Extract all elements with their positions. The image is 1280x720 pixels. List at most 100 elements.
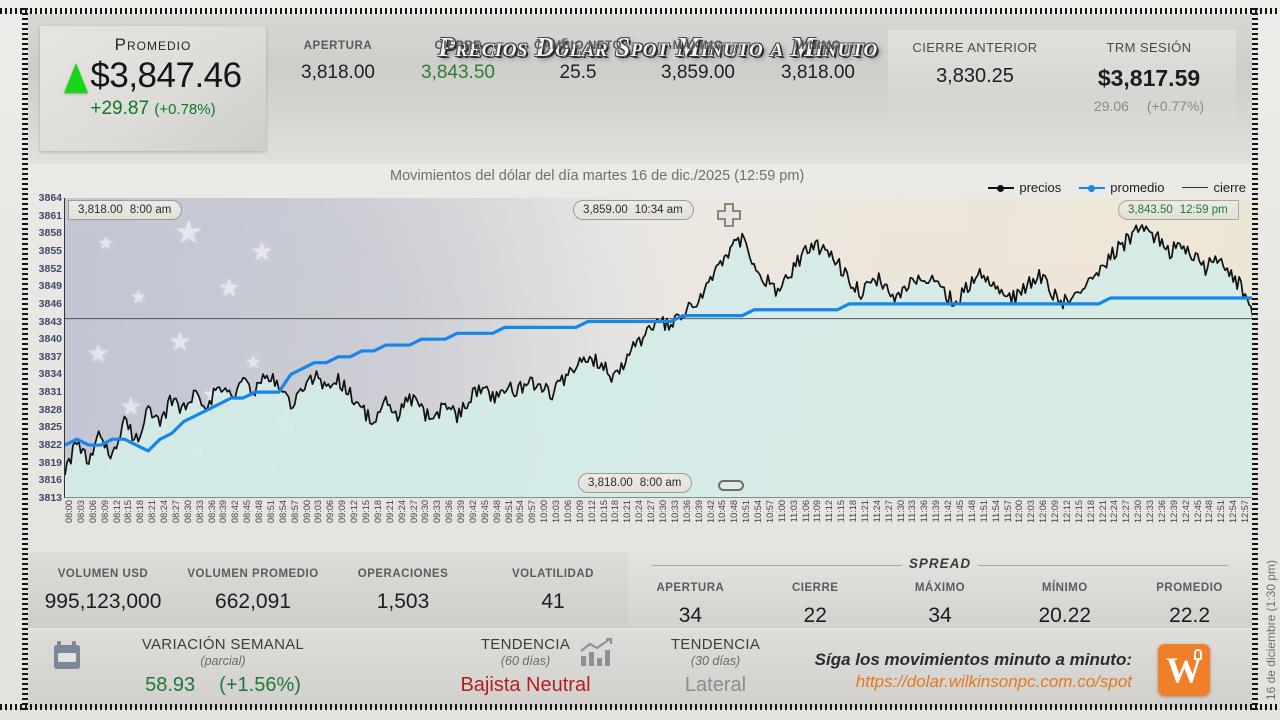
tendencia30-label: TENDENCIA xyxy=(670,636,761,653)
header-stat-maximo: MÁXIMO 3,859.00 xyxy=(638,40,758,84)
variacion-label: VARIACIÓN SEMANAL xyxy=(141,636,305,653)
x-tick-label: 11:39 xyxy=(931,500,942,523)
filmstrip-right-border xyxy=(1252,8,1258,710)
chart-svg xyxy=(65,224,1252,497)
x-tick-label: 10:48 xyxy=(729,500,740,523)
x-tick-label: 09:39 xyxy=(456,500,467,523)
x-tick-label: 10:24 xyxy=(634,500,645,523)
x-tick-label: 11:36 xyxy=(919,500,930,523)
x-tick-label: 11:15 xyxy=(836,500,847,523)
star-watermark: ★ xyxy=(245,352,262,373)
stat-label: CIERRE xyxy=(434,40,482,52)
stat-label: MÁXIMO xyxy=(672,40,724,52)
stat-volumen-usd: VOLUMEN USD 995,123,000 xyxy=(28,568,178,628)
chart-caption: Movimientos del dólar del día martes 16 … xyxy=(390,168,805,184)
x-tick-label: 10:57 xyxy=(764,500,775,523)
x-tick-label: 09:51 xyxy=(503,500,514,523)
bottom-stats-panel: VOLUMEN USD 995,123,000 VOLUMEN PROMEDIO… xyxy=(28,552,1252,628)
x-tick-label: 10:30 xyxy=(658,500,668,523)
x-tick-label: 11:54 xyxy=(990,500,1001,523)
x-tick-label: 11:48 xyxy=(966,500,977,523)
callout-time: 8:00 am xyxy=(639,477,682,489)
x-tick-label: 09:21 xyxy=(384,500,395,523)
stat-volatilidad: VOLATILIDAD 41 xyxy=(478,568,628,628)
x-tick-label: 10:36 xyxy=(681,500,692,523)
y-tick-label: 3819 xyxy=(38,456,62,469)
legend-item-cierre: cierre xyxy=(1182,180,1246,195)
min-marker-icon xyxy=(718,480,744,491)
x-tick-label: 09:30 xyxy=(420,500,431,523)
legend-label: precios xyxy=(1019,180,1062,195)
y-tick-label: 3864 xyxy=(38,192,62,204)
header-stat-minimo: MÍNIMO 3,818.00 xyxy=(758,40,878,84)
callout-min: 3,818.00 8:00 am xyxy=(578,473,693,493)
y-tick-label: 3858 xyxy=(38,227,62,240)
tendencia60-value: Bajista Neutral xyxy=(460,674,591,696)
stat-value: 3,843.50 xyxy=(421,62,495,83)
spread-rule-right xyxy=(978,565,1228,566)
x-tick-label: 08:09 xyxy=(99,500,110,523)
stat-value: 995,123,000 xyxy=(44,590,162,613)
x-tick-label: 08:36 xyxy=(206,500,217,523)
header-stat-cambio-neto: CAMBIO NETO 25.5 xyxy=(518,40,638,84)
chart-x-axis: 08:00 08:03 08:06 08:09 08:12 08:15 08:18 08:21… xyxy=(64,500,1252,538)
chart-legend: precios promedio cierre xyxy=(988,180,1246,195)
callout-time: 12:59 pm xyxy=(1179,204,1228,216)
cierre-anterior-block: CIERRE ANTERIOR 3,830.25 xyxy=(888,30,1062,140)
x-tick-label: 12:03 xyxy=(1026,500,1037,523)
chart-container[interactable]: 3864 3861 3858 3855 3852 3849 3846 3843 3840 3837… xyxy=(28,190,1252,523)
stat-operaciones: OPERACIONES 1,503 xyxy=(328,568,478,628)
x-tick-label: 12:33 xyxy=(1145,500,1156,523)
y-tick-label: 3846 xyxy=(38,297,62,310)
x-tick-label: 11:09 xyxy=(812,500,823,523)
star-watermark: ★ xyxy=(168,327,192,356)
callout-price: 3,818.00 xyxy=(78,204,123,216)
trm-change-pct: (+0.77%) xyxy=(1146,98,1205,114)
x-tick-label: 12:09 xyxy=(1050,500,1061,523)
x-tick-label: 09:45 xyxy=(479,500,490,523)
x-tick-label: 11:30 xyxy=(895,500,906,523)
stat-value: 3,859.00 xyxy=(661,62,735,83)
callout-price: 3,859.00 xyxy=(583,204,628,216)
x-tick-label: 11:27 xyxy=(883,500,894,523)
y-tick-label: 3852 xyxy=(38,262,62,275)
legend-line-promedio-icon xyxy=(1079,185,1106,192)
x-tick-label: 10:21 xyxy=(622,500,633,523)
stat-value: 34 xyxy=(678,604,703,627)
calendar-icon xyxy=(54,641,80,669)
star-watermark: ★ xyxy=(130,286,147,307)
x-tick-label: 12:21 xyxy=(1097,500,1108,523)
x-tick-label: 09:57 xyxy=(527,500,538,523)
header-stat-cierre: CIERRE 3,843.50 xyxy=(398,40,518,84)
x-tick-label: 10:45 xyxy=(717,500,728,523)
legend-label: promedio xyxy=(1110,180,1165,195)
page-title: Precios Dólar Spot Minuto a Minuto xyxy=(438,32,878,62)
wilkinson-logo[interactable]: W xyxy=(1158,644,1210,696)
filmstrip-left-border xyxy=(22,8,28,710)
x-tick-label: 10:12 xyxy=(586,500,597,523)
x-tick-label: 12:51 xyxy=(1216,500,1227,523)
header-stats-row: APERTURA 3,818.00 CIERRE 3,843.50 CAMBIO… xyxy=(278,40,878,84)
footer-panel: VARIACIÓN SEMANAL (parcial) 58.93 (+1.56%… xyxy=(28,630,1252,708)
x-tick-label: 08:48 xyxy=(254,500,265,523)
x-tick-label: 11:03 xyxy=(788,500,799,523)
x-tick-label: 11:06 xyxy=(800,500,811,523)
legend-item-promedio: promedio xyxy=(1079,180,1164,195)
x-tick-label: 11:24 xyxy=(871,500,882,523)
stat-label: VOLUMEN PROMEDIO xyxy=(187,568,319,580)
x-tick-label: 08:42 xyxy=(230,500,241,523)
x-tick-label: 12:18 xyxy=(1085,500,1096,523)
chart-plot-area[interactable]: ★★★★★★★★★★★★★★★ xyxy=(64,198,1252,498)
promo-url[interactable]: https://dolar.wilkinsonpc.com.co/spot xyxy=(855,672,1132,691)
tendencia30-value: Lateral xyxy=(684,674,747,696)
x-tick-label: 09:27 xyxy=(408,500,419,523)
stat-label: APERTURA xyxy=(303,40,373,52)
x-tick-label: 12:06 xyxy=(1038,500,1049,523)
x-tick-label: 09:00 xyxy=(301,500,312,523)
x-tick-label: 10:09 xyxy=(574,500,585,523)
x-tick-label: 09:54 xyxy=(515,500,526,523)
cierre-anterior-value: 3,830.25 xyxy=(936,65,1014,87)
stat-label: MÍNIMO xyxy=(1041,582,1088,594)
spread-maximo: MÁXIMO 34 xyxy=(878,582,1003,628)
